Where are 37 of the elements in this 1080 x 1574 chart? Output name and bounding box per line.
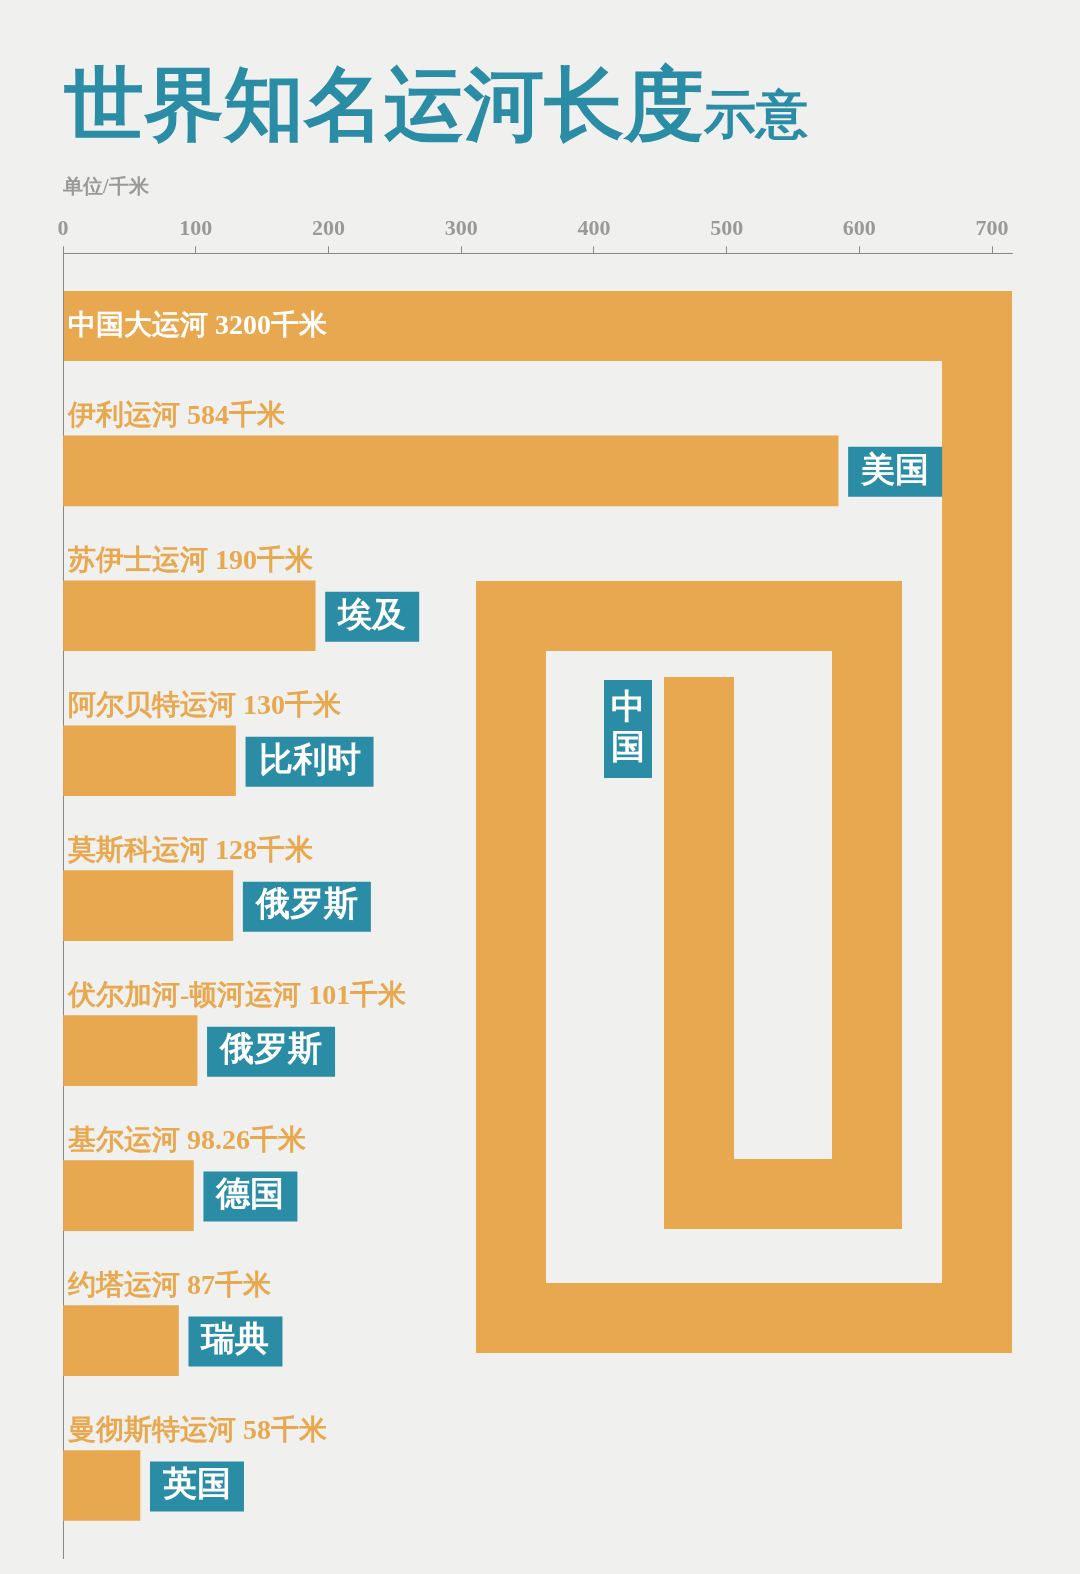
- bar: [63, 1305, 179, 1376]
- x-tick-label: 0: [57, 214, 69, 240]
- annotation: 瑞典: [199, 1320, 270, 1358]
- x-tick-label: 300: [444, 214, 478, 240]
- annotation: 美国: [860, 450, 930, 488]
- chart-subtitle: 示意: [704, 86, 808, 143]
- text: 中国大运河 3200千米: [68, 309, 327, 341]
- annotation: 俄罗斯: [219, 1030, 323, 1068]
- x-tick-label: 200: [311, 214, 345, 240]
- bar: [63, 1015, 198, 1086]
- annotation: 比利时: [258, 740, 361, 778]
- category-label: 阿尔贝特运河 130千米: [68, 688, 341, 720]
- annotation: 德国: [215, 1175, 285, 1213]
- x-tick-label: 100: [179, 214, 213, 240]
- annotation: 俄罗斯: [254, 885, 358, 923]
- bar: [63, 435, 839, 507]
- bar: [63, 725, 236, 797]
- category-label: 伏尔加河-顿河运河 101千米: [68, 978, 407, 1010]
- chart-title: 世界知名运河长度: [64, 61, 704, 149]
- bar: [63, 870, 234, 942]
- x-tick-label: 500: [710, 214, 744, 240]
- bar: [63, 1160, 194, 1231]
- category-label: 苏伊士运河 190千米: [68, 543, 313, 575]
- annotation: 中国: [611, 687, 645, 765]
- bar: [63, 580, 316, 652]
- annotation: 英国: [161, 1465, 231, 1503]
- bar: [63, 1450, 141, 1521]
- category-label: 曼彻斯特运河 58千米: [68, 1413, 327, 1445]
- x-tick-label: 400: [577, 214, 611, 240]
- x-axis-title: 单位/千米: [62, 175, 150, 198]
- category-label: 伊利运河 584千米: [68, 398, 285, 430]
- category-label: 约塔运河 87千米: [68, 1268, 271, 1300]
- x-tick-label: 600: [842, 214, 876, 240]
- x-tick-label: 700: [975, 214, 1009, 240]
- category-label: 莫斯科运河 128千米: [68, 833, 313, 865]
- annotation: 埃及: [336, 595, 407, 633]
- category-label: 基尔运河 98.26千米: [68, 1123, 306, 1155]
